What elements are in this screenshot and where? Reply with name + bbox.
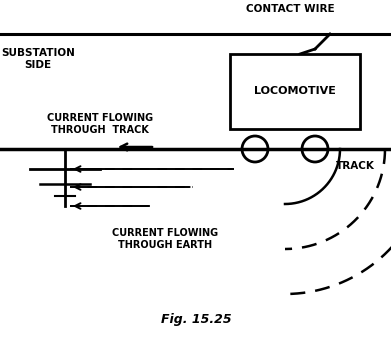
- Text: LOCOMOTIVE: LOCOMOTIVE: [254, 86, 336, 97]
- Text: CURRENT FLOWING
THROUGH EARTH: CURRENT FLOWING THROUGH EARTH: [112, 228, 218, 250]
- FancyBboxPatch shape: [230, 54, 360, 129]
- Text: TRACK: TRACK: [335, 161, 375, 171]
- Text: SUBSTATION
SIDE: SUBSTATION SIDE: [1, 48, 75, 70]
- Text: CURRENT FLOWING
THROUGH  TRACK: CURRENT FLOWING THROUGH TRACK: [47, 113, 153, 135]
- Text: CONTACT WIRE: CONTACT WIRE: [246, 4, 334, 14]
- Text: Fig. 15.25: Fig. 15.25: [161, 313, 231, 326]
